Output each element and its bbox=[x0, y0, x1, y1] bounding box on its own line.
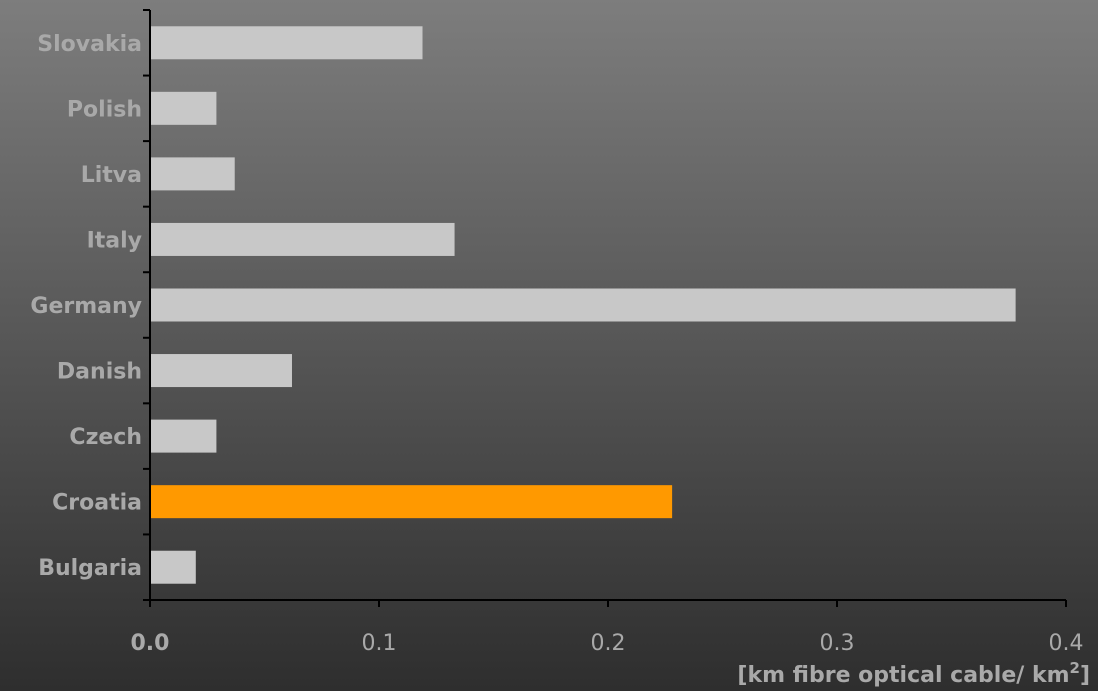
category-label-czech: Czech bbox=[69, 425, 142, 450]
x-tick-label: 0.1 bbox=[362, 631, 397, 656]
bar-danish bbox=[151, 354, 292, 388]
bar-polish bbox=[151, 91, 217, 125]
bar-litva bbox=[151, 157, 235, 191]
bar-czech bbox=[151, 419, 217, 453]
category-label-slovakia: Slovakia bbox=[37, 32, 142, 57]
category-label-croatia: Croatia bbox=[52, 491, 142, 516]
x-tick-label: 0.2 bbox=[591, 631, 626, 656]
axes-group bbox=[143, 9, 1067, 607]
x-tick-label: 0.0 bbox=[131, 631, 170, 656]
bars-group bbox=[151, 26, 1016, 584]
category-label-italy: Italy bbox=[87, 228, 142, 253]
x-tick-label: 0.4 bbox=[1049, 631, 1084, 656]
x-axis-title: [km fibre optical cable/ km2] bbox=[737, 659, 1090, 688]
category-label-germany: Germany bbox=[30, 294, 142, 319]
x-tick-label: 0.3 bbox=[820, 631, 855, 656]
category-label-polish: Polish bbox=[67, 97, 142, 122]
category-label-litva: Litva bbox=[81, 163, 142, 188]
category-labels: Bulgaria Croatia Czech Danish Germany Italy Li… bbox=[30, 32, 142, 581]
bar-italy bbox=[151, 222, 455, 256]
bar-bulgaria bbox=[151, 550, 196, 584]
x-axis-title-suffix: ] bbox=[1080, 663, 1090, 688]
x-axis-title-superscript: 2 bbox=[1070, 659, 1080, 677]
category-label-danish: Danish bbox=[57, 360, 142, 385]
category-label-bulgaria: Bulgaria bbox=[38, 556, 142, 581]
bar-croatia bbox=[151, 485, 673, 519]
x-axis-title-main: [km fibre optical cable/ km bbox=[737, 663, 1069, 688]
x-tick-labels: 0.0 0.1 0.2 0.3 0.4 bbox=[131, 631, 1084, 656]
bar-slovakia bbox=[151, 26, 423, 60]
bar-germany bbox=[151, 288, 1016, 322]
